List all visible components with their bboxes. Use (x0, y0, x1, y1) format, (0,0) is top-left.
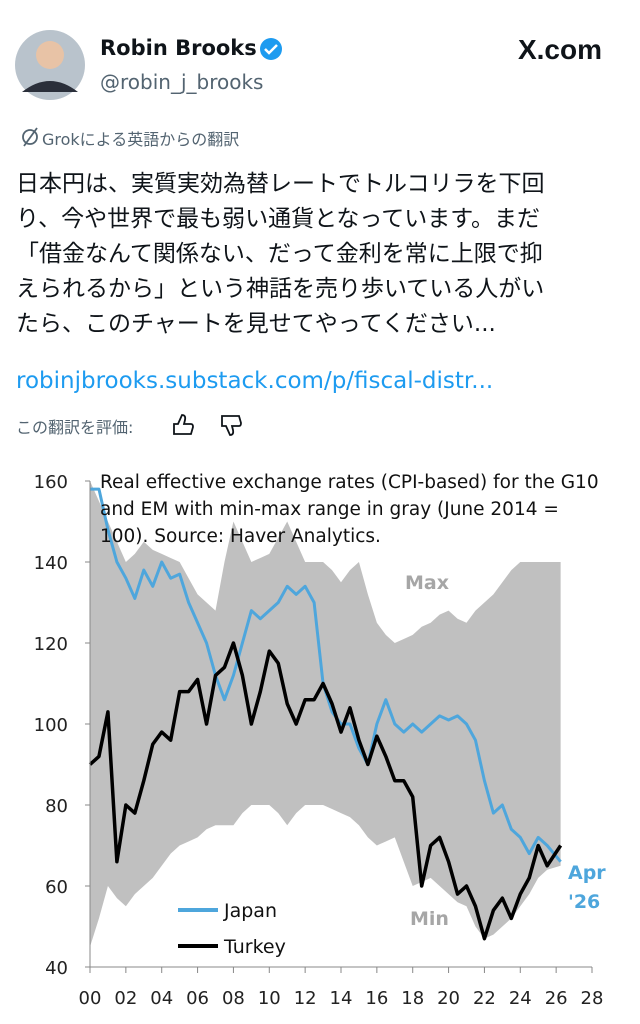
x-tick-label: 04 (150, 988, 173, 1009)
verified-check (264, 44, 278, 55)
x-tick-label: 00 (79, 988, 102, 1009)
legend-label: Japan (223, 900, 277, 922)
thumbs-down[interactable] (221, 415, 242, 436)
x-tick-label: 14 (330, 988, 353, 1009)
x-tick-label: 12 (294, 988, 317, 1009)
brand: X.com (517, 34, 602, 65)
avatar-face (36, 41, 64, 69)
rate-prompt: この翻訳を評価: (16, 418, 134, 437)
x-tick-label: 28 (581, 988, 604, 1009)
author-handle[interactable]: @robin_j_brooks (100, 70, 264, 94)
series-line (88, 641, 563, 941)
header-graphics (15, 30, 282, 436)
min-label: Min (410, 908, 449, 930)
verified-badge (260, 38, 282, 60)
translation-note: Grokによる英語からの翻訳 (42, 130, 240, 149)
x-tick-label: 22 (473, 988, 496, 1009)
end-date-label: '26 (568, 891, 600, 913)
post-line: えられるから」という神話を売り歩いている人がい (16, 276, 545, 302)
grok-icon (22, 129, 38, 145)
post-line: り、今や世界で最も弱い通貨となっています。まだ (16, 206, 540, 232)
thumbs-up[interactable] (173, 414, 194, 435)
x-tick-label: 18 (401, 988, 424, 1009)
x-tick-label: 06 (186, 988, 209, 1009)
max-label: Max (405, 572, 449, 594)
author-name[interactable]: Robin Brooks (100, 36, 257, 60)
y-tick-label: 40 (45, 958, 68, 979)
y-tick-label: 160 (34, 472, 68, 493)
legend-label: Turkey (223, 936, 286, 958)
avatar-suit (22, 81, 78, 92)
x-tick-label: 10 (258, 988, 281, 1009)
x-tick-label: 08 (222, 988, 245, 1009)
post-line: 日本円は、実質実効為替レートでトルコリラを下回 (16, 171, 545, 197)
chart: 40 60 80 100 120 140 160 00 02 04 06 08 10 12 14 16 18 20… (34, 472, 607, 1009)
chart-title: Real effective exchange rates (CPI-based… (100, 472, 599, 547)
range-band (90, 481, 561, 947)
y-tick-label: 80 (45, 796, 68, 817)
y-tick-label: 140 (34, 553, 68, 574)
y-tick-label: 120 (34, 634, 68, 655)
y-tick-label: 60 (45, 877, 68, 898)
x-tick-label: 24 (509, 988, 532, 1009)
post-link[interactable]: robinjbrooks.substack.com/p/fiscal-distr… (16, 368, 494, 394)
x-tick-label: 02 (114, 988, 137, 1009)
end-date-label: Apr (568, 862, 606, 884)
x-tick-label: 16 (365, 988, 388, 1009)
post-line: たら、このチャートを見せてやってください... (16, 311, 496, 337)
x-tick-label: 20 (437, 988, 460, 1009)
y-tick-label: 100 (34, 715, 68, 736)
post-line: 「借金なんて関係ない、だって金利を常に上限で抑 (16, 241, 543, 267)
x-tick-label: 26 (545, 988, 568, 1009)
grok-icon-slash (23, 127, 38, 147)
